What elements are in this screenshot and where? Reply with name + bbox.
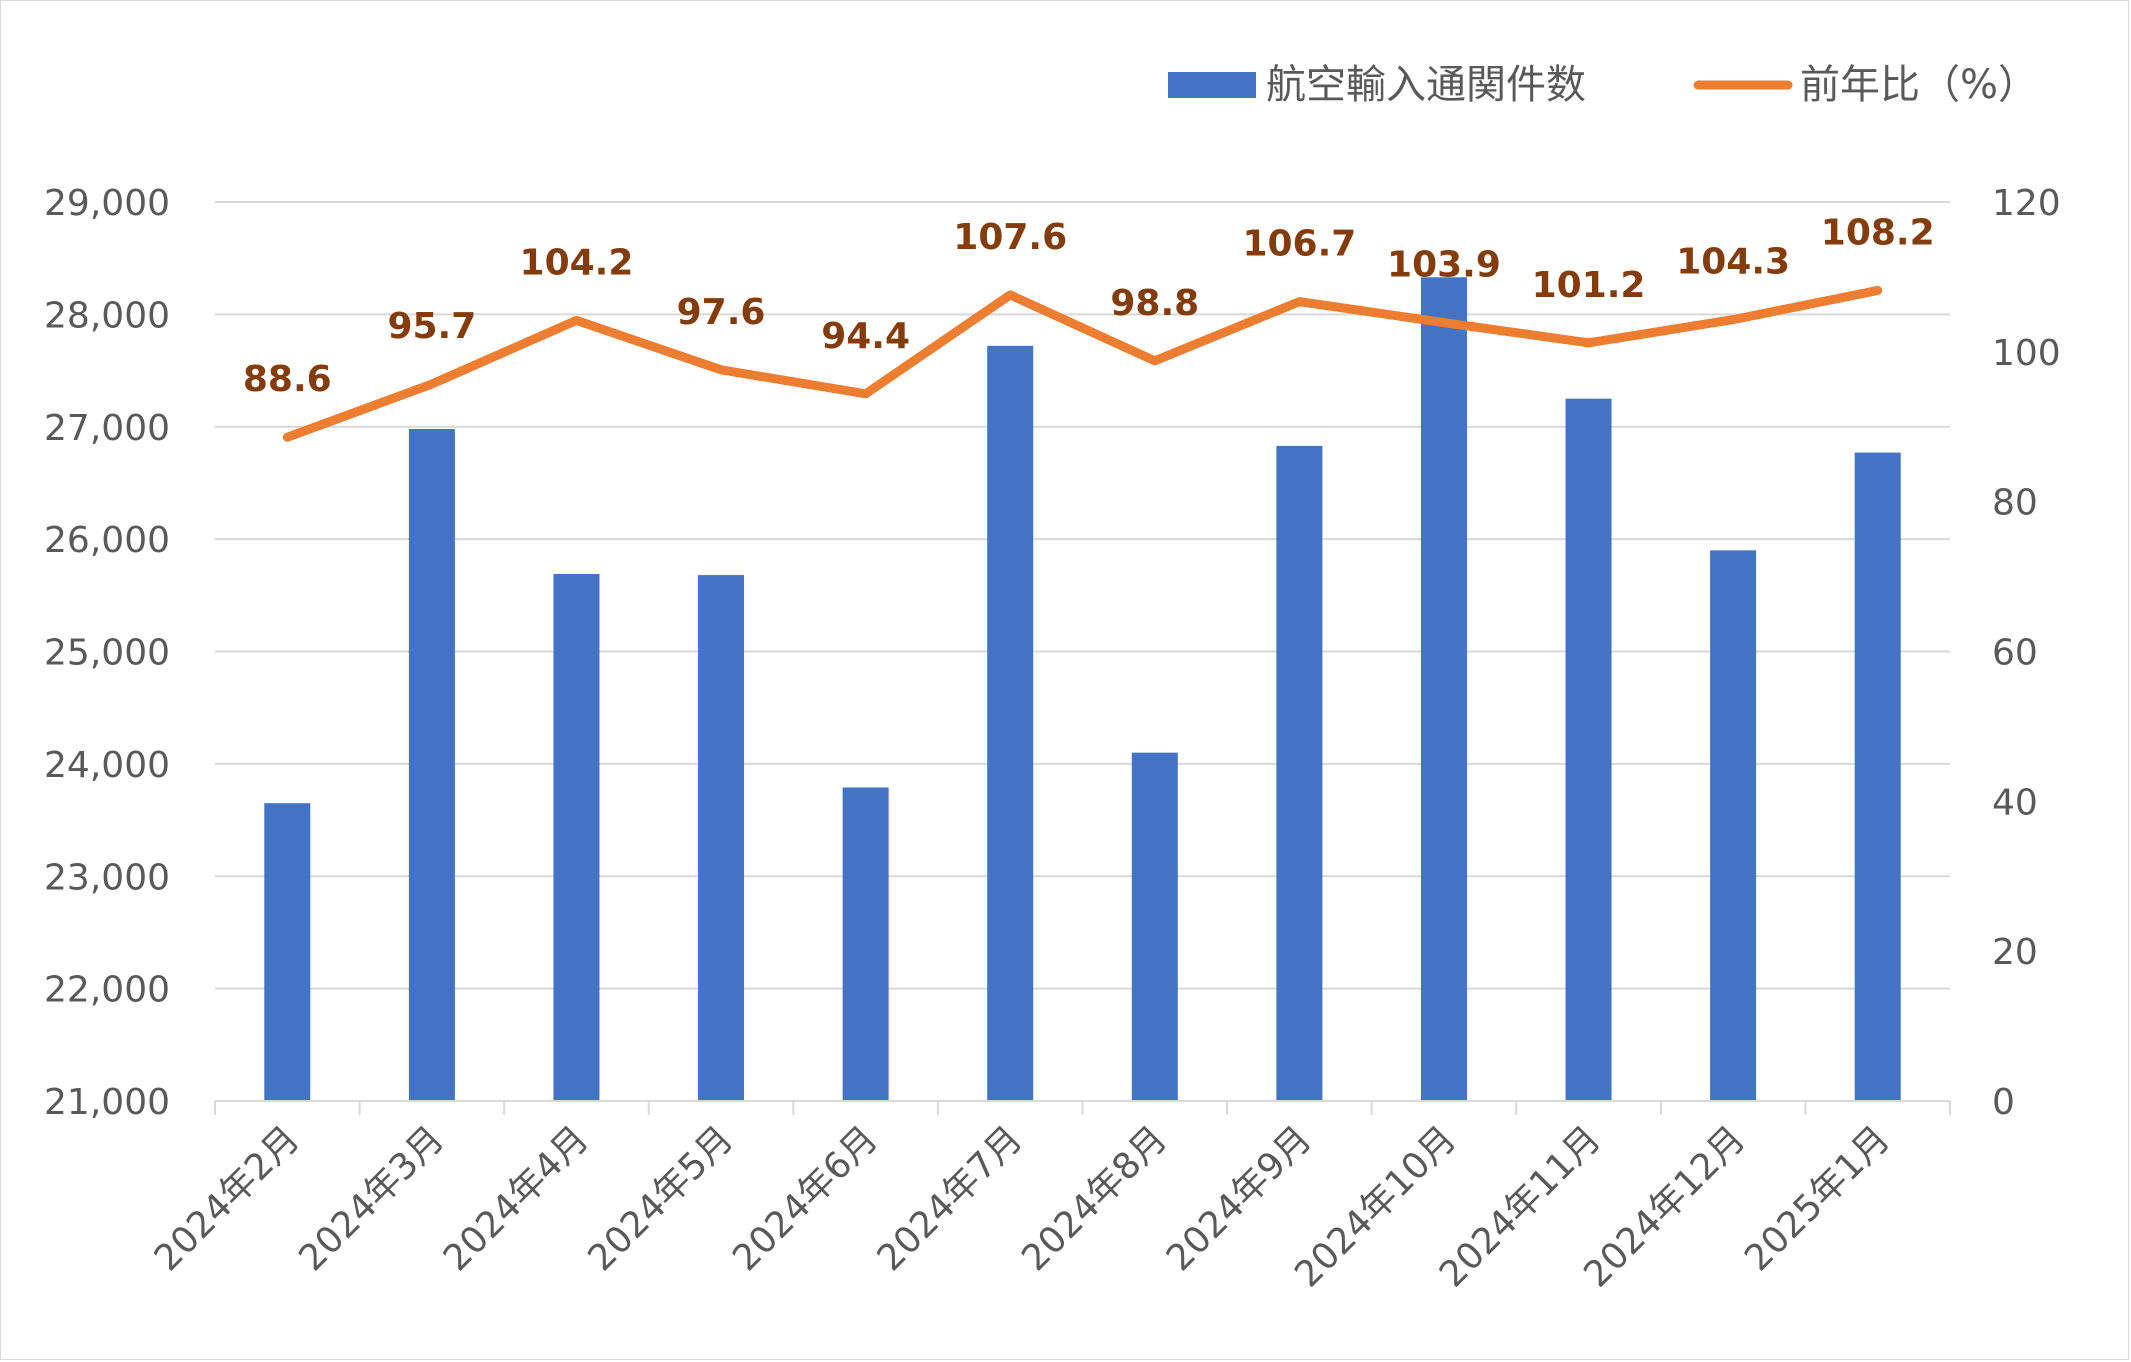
- x-tick-label: 2025年1月: [1737, 1118, 1898, 1279]
- x-tick-label: 2024年2月: [147, 1118, 308, 1279]
- legend-swatch-bars: [1168, 72, 1256, 98]
- y-right-tick-label: 80: [1992, 483, 2038, 524]
- x-tick-label: 2024年4月: [436, 1118, 597, 1279]
- data-label: 95.7: [387, 306, 476, 347]
- bar: [1131, 752, 1178, 1101]
- y-right-tick-label: 120: [1992, 183, 2061, 224]
- line-path: [282, 285, 1883, 442]
- data-label: 104.2: [520, 242, 634, 283]
- bar: [1854, 452, 1901, 1101]
- y-right-tick-label: 0: [1992, 1082, 2015, 1123]
- y-right-tick-label: 20: [1992, 932, 2038, 973]
- data-label: 94.4: [821, 316, 910, 357]
- bar: [1565, 398, 1612, 1101]
- gridlines: [215, 201, 1950, 990]
- bar: [698, 575, 745, 1101]
- x-tick-label: 2024年5月: [581, 1118, 742, 1279]
- bar-series: [264, 277, 1901, 1102]
- line-data-labels: 88.6 95.7 104.2 97.6 94.4 107.6 98.8 106.7 103.9…: [243, 212, 1935, 400]
- y-left-tick-label: 24,000: [44, 745, 170, 786]
- x-tick-label: 2024年6月: [725, 1118, 886, 1279]
- y-left-tick-label: 26,000: [44, 520, 170, 561]
- x-tick-label: 2024年9月: [1159, 1118, 1320, 1279]
- x-tick-label: 2024年3月: [291, 1118, 452, 1279]
- x-tick-label: 2024年7月: [870, 1118, 1031, 1279]
- y-left-tick-label: 23,000: [44, 857, 170, 898]
- y-left-tick-label: 22,000: [44, 970, 170, 1011]
- data-label: 88.6: [243, 359, 332, 400]
- bar: [1420, 277, 1467, 1101]
- data-label: 108.2: [1821, 212, 1935, 253]
- data-label: 97.6: [677, 292, 766, 333]
- y-right-tick-label: 100: [1992, 333, 2061, 374]
- data-label: 103.9: [1387, 245, 1501, 286]
- bar: [987, 345, 1034, 1102]
- y-right-tick-label: 40: [1992, 782, 2038, 823]
- legend: 航空輸入通関件数 前年比（%）: [1168, 62, 2038, 108]
- bar: [1710, 550, 1757, 1101]
- legend-label-line: 前年比（%）: [1800, 62, 2038, 108]
- data-label: 107.6: [953, 217, 1067, 258]
- line-series: [282, 285, 1883, 442]
- x-axis: 2024年2月2024年3月2024年4月2024年5月2024年6月2024年…: [147, 1100, 1951, 1295]
- y-axis-right: 0 20 40 60 80 100 120: [1992, 183, 2061, 1123]
- x-tick-label: 2024年8月: [1014, 1118, 1175, 1279]
- y-left-tick-label: 28,000: [44, 295, 170, 336]
- bar: [264, 803, 311, 1101]
- y-axis-left: 21,000 22,000 23,000 24,000 25,000 26,000 27,0…: [44, 183, 170, 1123]
- bar: [842, 787, 889, 1101]
- data-label: 98.8: [1110, 283, 1199, 324]
- bar: [1276, 445, 1323, 1101]
- bar: [553, 573, 600, 1101]
- y-left-tick-label: 29,000: [44, 183, 170, 224]
- data-label: 106.7: [1242, 224, 1356, 265]
- bar: [408, 428, 455, 1101]
- legend-label-bars: 航空輸入通関件数: [1266, 62, 1586, 108]
- data-label: 104.3: [1676, 242, 1790, 283]
- y-left-tick-label: 27,000: [44, 408, 170, 449]
- y-left-tick-label: 21,000: [44, 1082, 170, 1123]
- y-right-tick-label: 60: [1992, 633, 2038, 674]
- y-left-tick-label: 25,000: [44, 633, 170, 674]
- data-label: 101.2: [1532, 265, 1646, 306]
